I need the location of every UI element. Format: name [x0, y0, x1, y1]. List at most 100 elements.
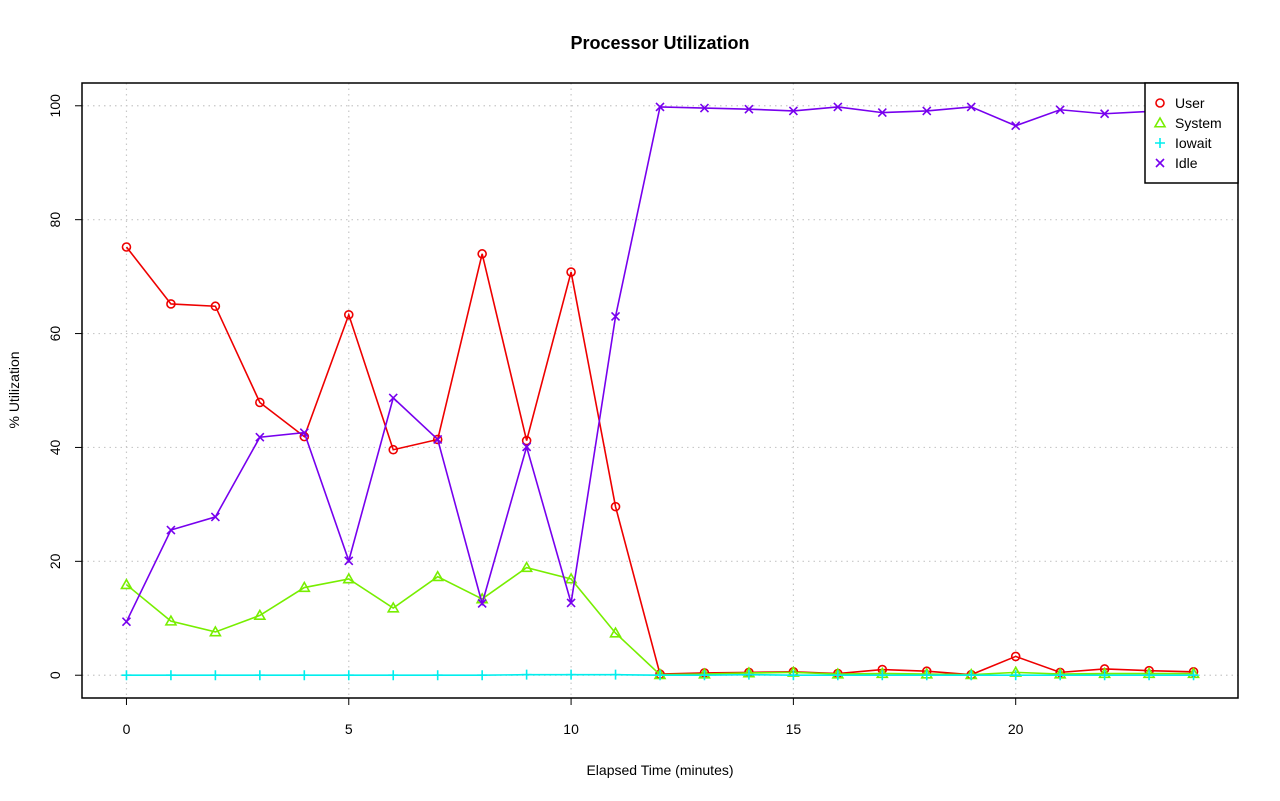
data-point-idle: [299, 428, 309, 438]
y-axis-label: % Utilization: [6, 351, 22, 428]
data-point-system: [164, 614, 178, 626]
data-point-idle: [966, 102, 976, 112]
data-point-iowait: [432, 670, 443, 681]
legend-marker-iowait: [1155, 138, 1165, 148]
data-point-system: [253, 608, 267, 620]
data-point-idle: [788, 106, 798, 116]
legend: User System Iowait Idle: [1144, 82, 1239, 184]
data-point-iowait: [877, 670, 888, 681]
series-line-idle: [125, 106, 1194, 623]
data-point-iowait: [1055, 670, 1066, 681]
series-layer: [120, 102, 1200, 681]
series-system: [120, 560, 1200, 680]
data-point-user: [210, 301, 221, 312]
data-point-iowait: [566, 669, 577, 680]
data-point-system: [609, 626, 622, 638]
data-point-idle: [1011, 121, 1021, 131]
y-tick-label: 100: [47, 94, 63, 118]
data-point-idle: [433, 434, 443, 445]
data-point-idle: [610, 311, 621, 322]
legend-label-system: System: [1175, 115, 1222, 131]
data-point-user: [255, 397, 265, 408]
data-point-idle: [1055, 105, 1065, 115]
data-point-idle: [566, 598, 576, 608]
x-tick-label: 10: [563, 721, 579, 737]
data-point-iowait: [343, 670, 354, 681]
data-point-user: [566, 267, 576, 277]
data-point-iowait: [1144, 670, 1155, 681]
data-point-idle: [744, 104, 754, 114]
data-point-system: [342, 572, 356, 584]
y-tick-label: 60: [47, 326, 63, 342]
data-point-idle: [655, 102, 665, 112]
data-point-user: [610, 501, 621, 512]
legend-marker-idle: [1155, 158, 1165, 168]
data-point-user: [388, 444, 399, 455]
data-point-iowait: [788, 670, 799, 681]
data-point-idle: [1100, 109, 1110, 119]
data-point-user: [432, 434, 443, 445]
grid-lines: [82, 83, 1238, 698]
legend-label-iowait: Iowait: [1175, 135, 1212, 151]
data-point-system: [297, 580, 311, 593]
data-point-idle: [255, 432, 265, 442]
series-user: [121, 242, 1199, 680]
data-point-idle: [388, 393, 398, 403]
data-point-iowait: [165, 670, 176, 681]
x-tick-label: 5: [345, 721, 353, 737]
data-point-iowait: [1010, 670, 1021, 681]
data-point-iowait: [1188, 670, 1199, 681]
data-point-user: [1010, 651, 1021, 662]
data-point-iowait: [477, 670, 488, 681]
data-point-user: [343, 309, 354, 320]
series-idle: [121, 102, 1199, 627]
x-tick-label: 15: [786, 721, 802, 737]
data-point-system: [564, 572, 578, 584]
legend-marker-user: [1155, 98, 1165, 108]
data-point-iowait: [743, 669, 754, 680]
data-point-idle: [166, 525, 176, 535]
plot-frame: [81, 82, 1239, 699]
data-point-iowait: [966, 670, 977, 681]
legend-label-user: User: [1175, 95, 1205, 111]
data-point-idle: [344, 556, 354, 566]
data-point-idle: [877, 108, 887, 118]
data-point-idle: [121, 617, 132, 627]
data-point-iowait: [610, 669, 621, 680]
data-point-idle: [699, 103, 710, 113]
data-point-system: [520, 560, 533, 573]
data-point-user: [121, 242, 132, 252]
data-point-iowait: [299, 670, 310, 681]
data-point-system: [386, 601, 400, 613]
data-point-iowait: [1099, 670, 1110, 681]
data-point-iowait: [210, 670, 221, 681]
chart-title: Processor Utilization: [570, 33, 749, 53]
data-point-iowait: [521, 669, 532, 680]
x-tick-label: 20: [1008, 721, 1024, 737]
data-point-iowait: [388, 670, 399, 681]
data-point-idle: [922, 106, 932, 116]
data-point-idle: [477, 598, 487, 609]
data-point-iowait: [921, 670, 932, 681]
data-point-system: [209, 625, 222, 637]
series-line-system: [125, 566, 1194, 676]
x-tick-label: 0: [123, 721, 131, 737]
data-point-user: [477, 249, 487, 259]
data-point-user: [166, 299, 176, 309]
data-point-iowait: [121, 670, 132, 681]
y-tick-label: 40: [47, 439, 63, 455]
legend-marker-system: [1153, 116, 1167, 128]
x-axis-label: Elapsed Time (minutes): [586, 762, 733, 778]
legend-label-idle: Idle: [1175, 155, 1198, 171]
data-point-iowait: [254, 670, 265, 681]
series-iowait: [121, 669, 1199, 681]
y-tick-label: 20: [47, 553, 63, 569]
data-point-idle: [833, 102, 843, 112]
y-tick-label: 0: [47, 671, 63, 679]
y-tick-label: 80: [47, 212, 63, 228]
series-line-user: [125, 246, 1194, 676]
axes: 0 5 10 15 20 0 20 40 60 80 100: [47, 94, 1024, 737]
data-point-system: [431, 570, 445, 582]
data-point-iowait: [655, 670, 665, 681]
